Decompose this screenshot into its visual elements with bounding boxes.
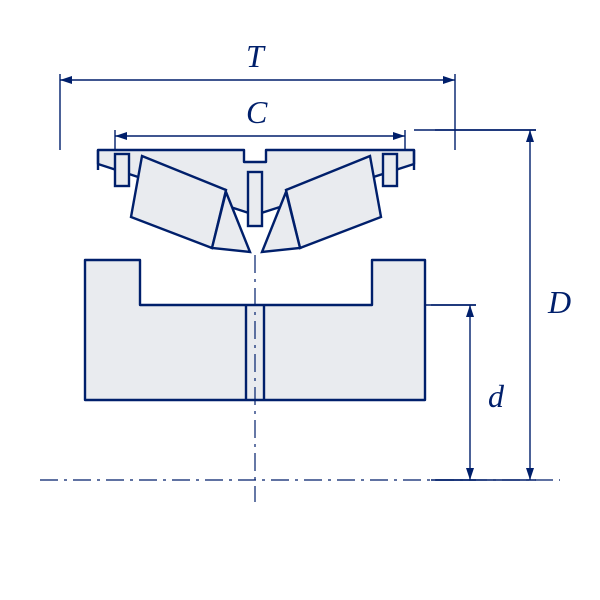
label-C: C: [246, 94, 267, 131]
bearing-diagram: T C D d: [0, 0, 600, 600]
label-d: d: [488, 378, 504, 415]
label-T: T: [246, 38, 264, 75]
label-D: D: [548, 284, 571, 321]
diagram-svg: [0, 0, 600, 600]
